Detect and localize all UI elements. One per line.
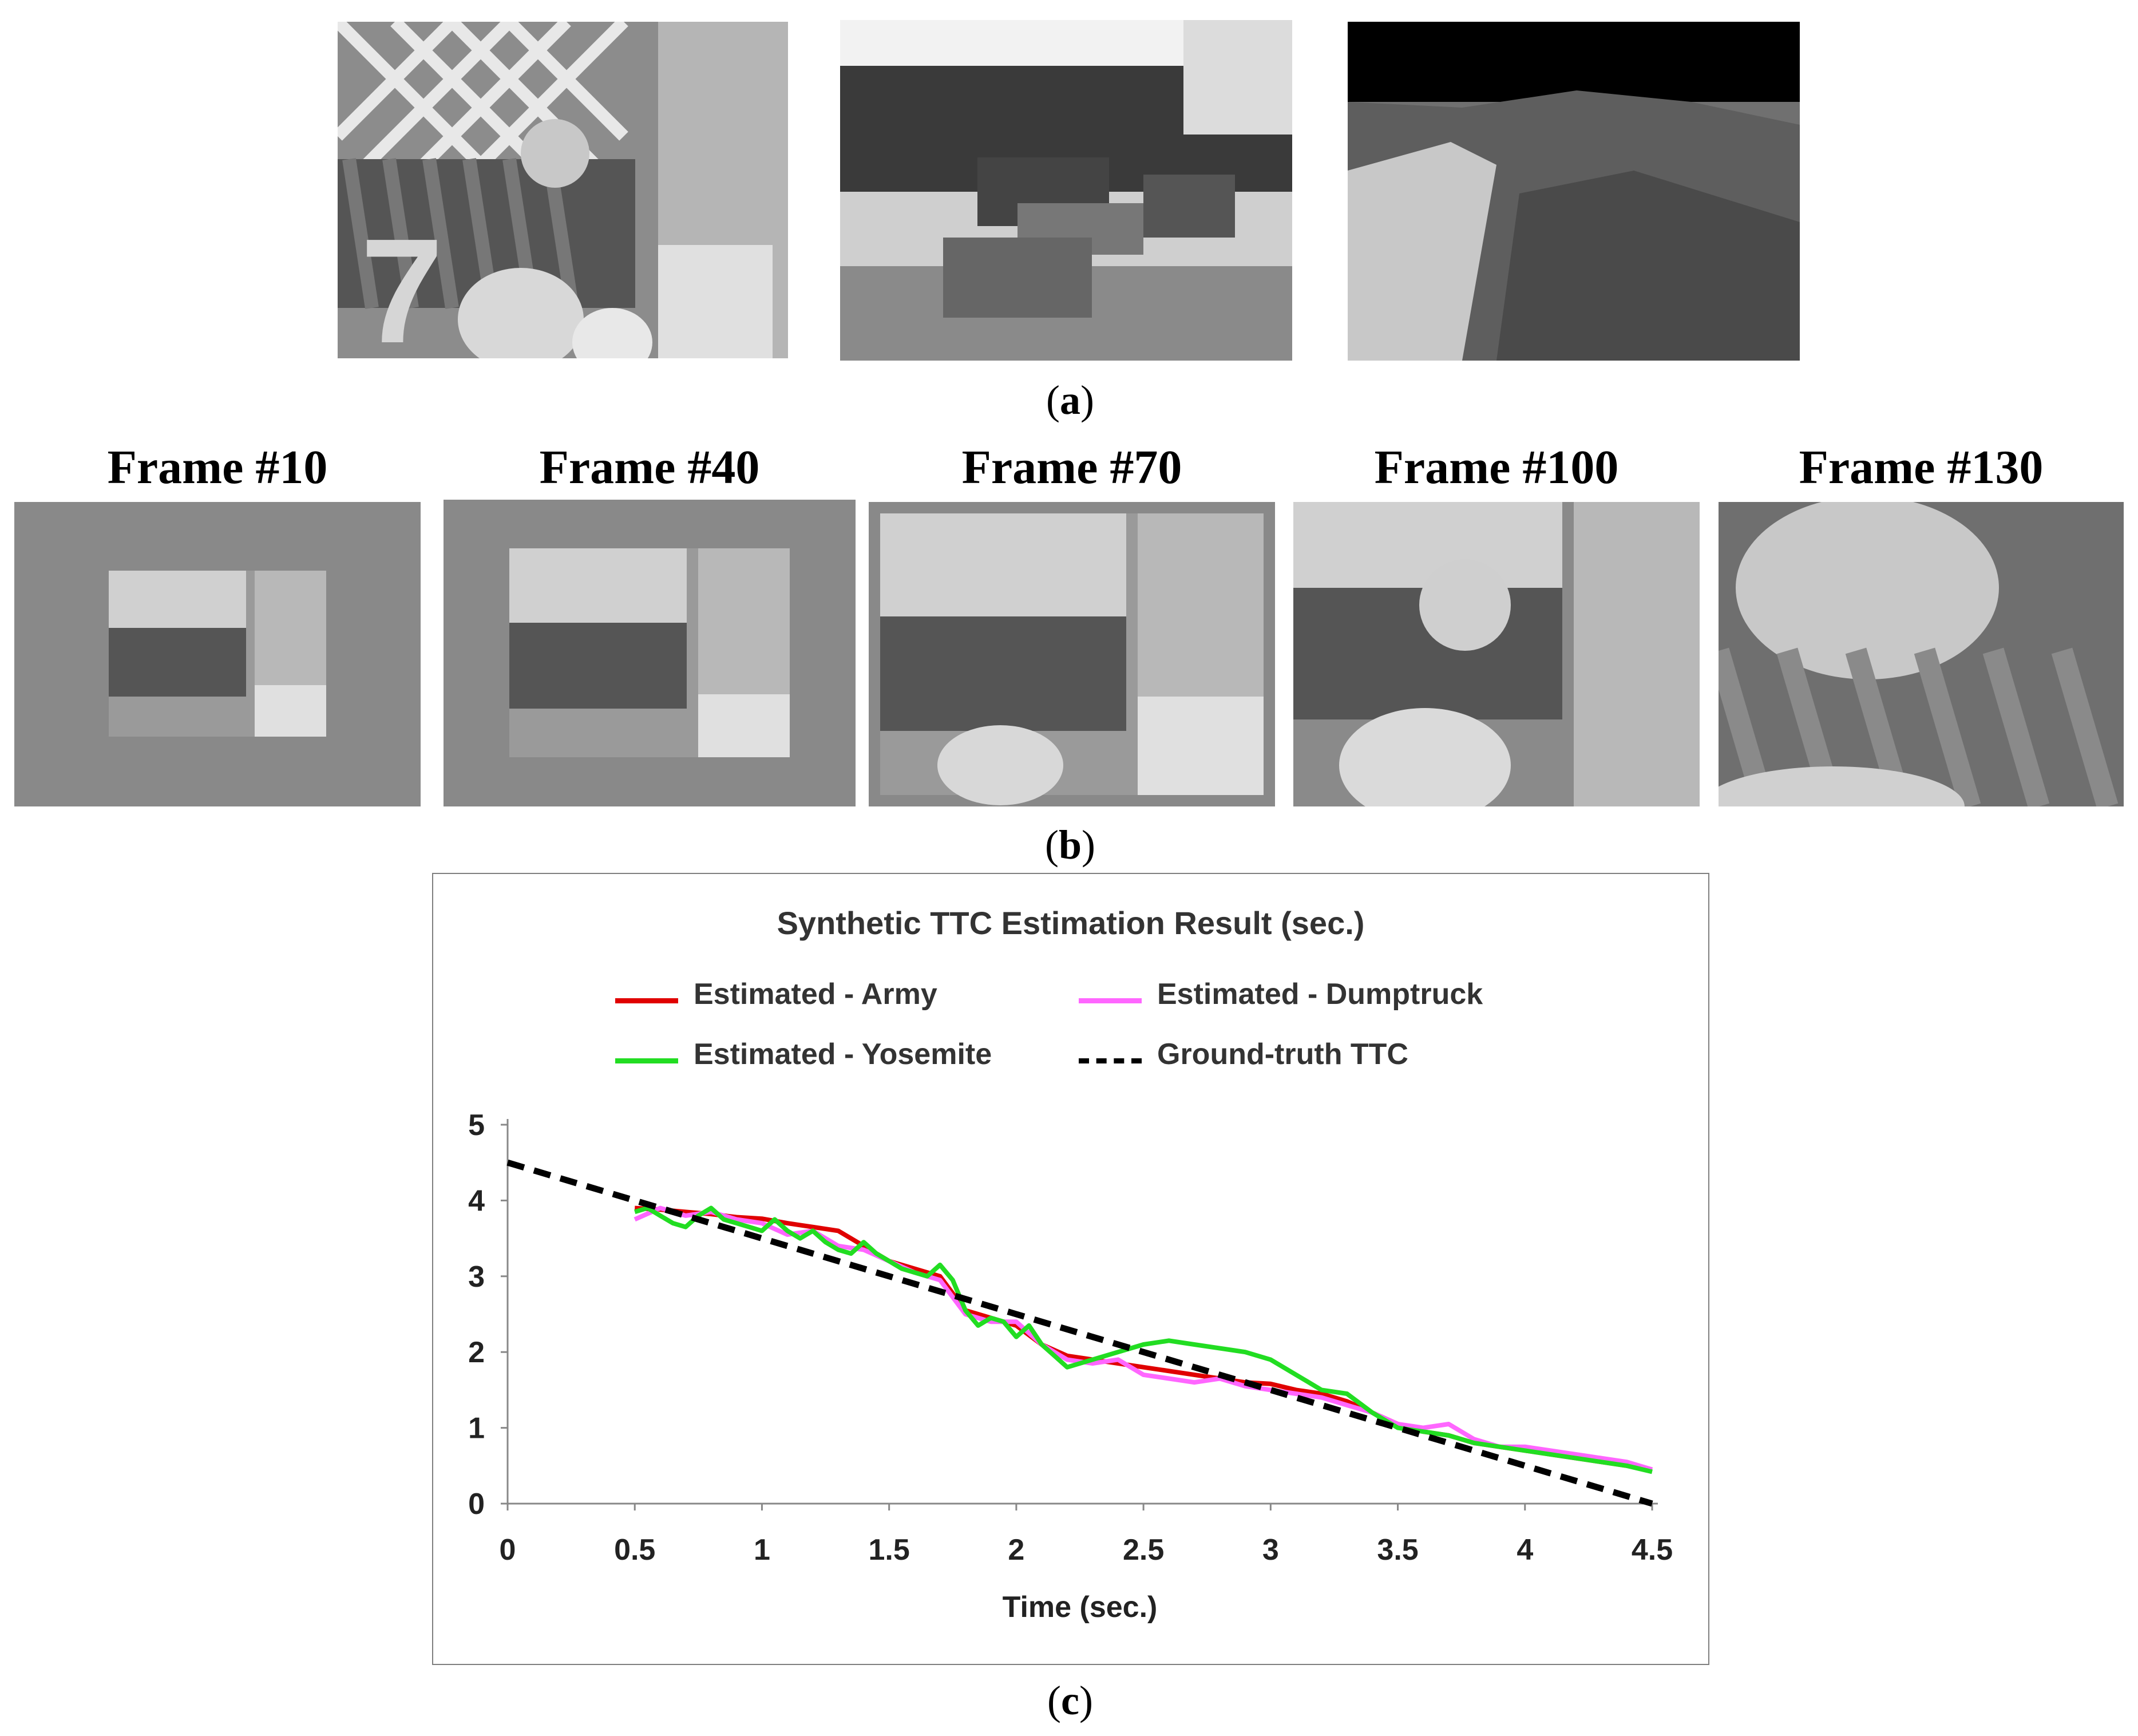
- x-tick-label: 2: [1008, 1533, 1024, 1567]
- y-tick-label: 2: [468, 1336, 485, 1369]
- frame-title-70: Frame #70: [961, 441, 1182, 494]
- legend-swatch-yosemite: [615, 1058, 678, 1063]
- legend-swatch-army: [615, 998, 678, 1003]
- chart-title: Synthetic TTC Estimation Result (sec.): [777, 905, 1365, 941]
- y-tick-label: 4: [468, 1184, 485, 1217]
- x-axis-label: Time (sec.): [1003, 1591, 1158, 1624]
- series-line-dumptruck: [634, 1205, 1653, 1472]
- frame-70-image: [869, 502, 1275, 806]
- legend-swatch-dumptruck: [1079, 998, 1142, 1003]
- frame-title-130: Frame #130: [1799, 441, 2044, 494]
- street-photo: [840, 20, 1292, 361]
- x-tick-label: 1: [754, 1533, 770, 1567]
- panel-c-caption: (c): [1047, 1678, 1093, 1723]
- frame-130-image: [1719, 502, 2124, 806]
- x-tick-label: 3.5: [1377, 1533, 1418, 1567]
- frame-title-40: Frame #40: [539, 441, 760, 494]
- series-line-ground-truth: [506, 1159, 1653, 1507]
- chart-frame: Synthetic TTC Estimation Result (sec.) E…: [432, 873, 1709, 1665]
- x-tick-label: 1.5: [869, 1533, 910, 1567]
- chart-plot: 0 1 2 3 4 5 0 0.5 1 1.5 2 2.5 3 3.5 4 4.5 Time (sec.): [468, 1109, 1673, 1624]
- frame-40-image: [444, 500, 856, 806]
- x-tick-label: 0: [500, 1533, 516, 1567]
- x-tick-label: 4: [1517, 1533, 1533, 1567]
- army-photo: 7: [338, 22, 788, 358]
- yosemite-photo: [1348, 22, 1800, 361]
- svg-text:7: 7: [361, 208, 444, 358]
- frame-title-10: Frame #10: [107, 441, 328, 494]
- legend-label-yosemite: Estimated - Yosemite: [694, 1038, 992, 1071]
- x-tick-label: 3: [1262, 1533, 1279, 1567]
- frame-title-100: Frame #100: [1374, 441, 1619, 494]
- panel-b-caption: (b): [1044, 822, 1095, 868]
- x-tick-label: 4.5: [1632, 1533, 1673, 1567]
- frame-100-image: [1293, 502, 1700, 806]
- legend-swatch-ground-truth: [1079, 1058, 1142, 1063]
- panel-a-caption: (a): [1046, 377, 1094, 423]
- x-tick-label: 2.5: [1123, 1533, 1164, 1567]
- x-tick-label: 0.5: [614, 1533, 655, 1567]
- y-tick-label: 0: [468, 1488, 485, 1521]
- frame-10-image: [14, 502, 421, 806]
- series-line-yosemite: [634, 1205, 1653, 1474]
- y-tick-label: 5: [468, 1109, 485, 1142]
- y-tick-label: 3: [468, 1260, 485, 1294]
- legend-label-ground-truth: Ground-truth TTC: [1157, 1038, 1408, 1071]
- y-tick-label: 1: [468, 1412, 485, 1445]
- legend-label-dumptruck: Estimated - Dumptruck: [1157, 978, 1483, 1011]
- series-line-army: [634, 1205, 1653, 1472]
- legend-label-army: Estimated - Army: [694, 978, 937, 1011]
